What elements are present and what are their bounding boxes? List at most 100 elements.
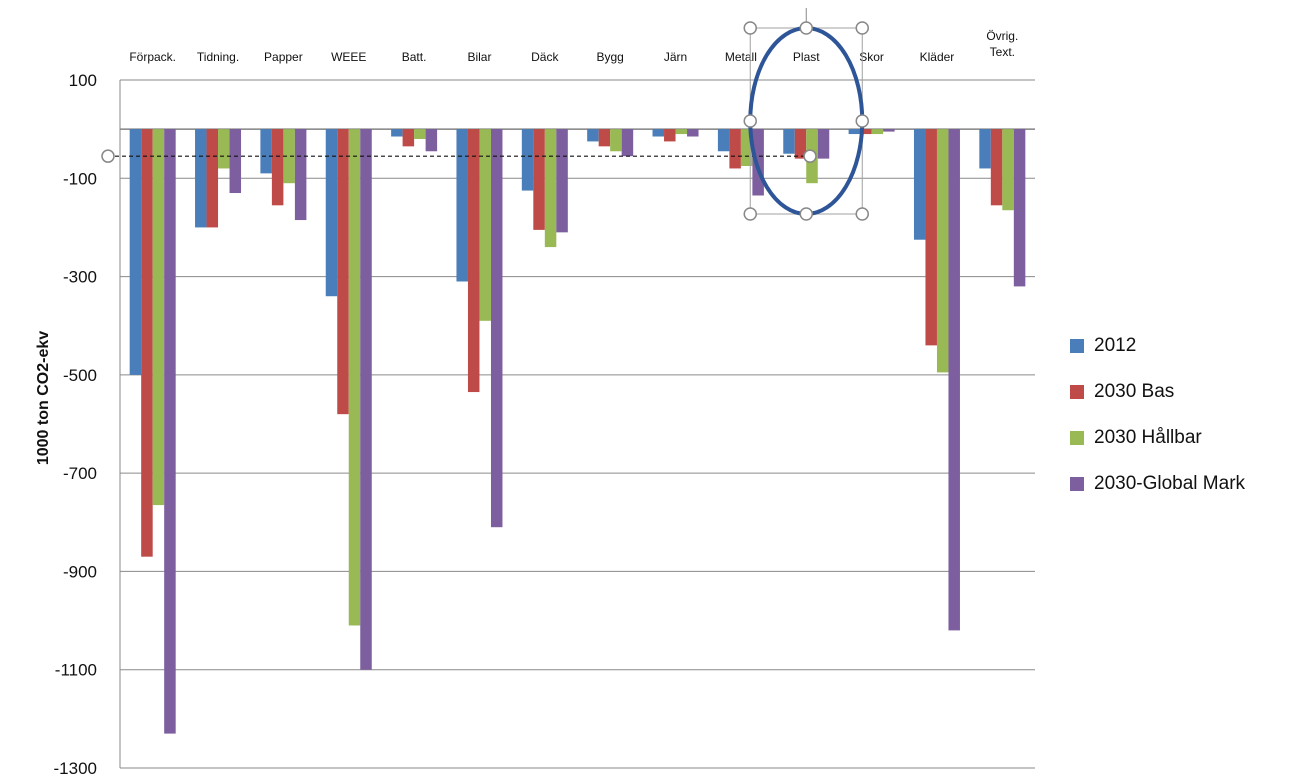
bar xyxy=(860,129,872,135)
bar xyxy=(936,129,949,373)
legend-item: 2030 Bas xyxy=(1070,369,1245,415)
bar xyxy=(218,129,230,169)
bar xyxy=(164,129,176,734)
resize-handle[interactable] xyxy=(743,21,757,35)
category-label: Papper xyxy=(264,50,303,64)
resize-handle[interactable] xyxy=(855,21,869,35)
legend-item: 2012 xyxy=(1070,323,1245,369)
bar xyxy=(402,129,415,147)
category-label: Bygg xyxy=(596,50,623,64)
bar xyxy=(794,129,807,159)
legend-label: 2012 xyxy=(1094,335,1137,356)
legend-label: 2030 Hållbar xyxy=(1094,427,1202,448)
bar xyxy=(740,129,753,166)
bar xyxy=(129,129,142,375)
resize-handle[interactable] xyxy=(855,207,869,221)
resize-handle[interactable] xyxy=(855,114,869,128)
y-axis xyxy=(119,80,1035,768)
bar xyxy=(717,129,730,152)
bar xyxy=(979,129,991,169)
bar xyxy=(283,129,295,184)
bar xyxy=(1002,129,1014,211)
resize-handle[interactable] xyxy=(799,21,813,35)
bar xyxy=(479,129,491,321)
category-label: Batt. xyxy=(402,50,427,64)
reference-line-handle[interactable] xyxy=(803,149,817,163)
bar xyxy=(337,129,349,415)
y-tick-label: -900 xyxy=(63,562,97,581)
bar xyxy=(598,129,611,147)
category-label: Plast xyxy=(793,50,820,64)
bar xyxy=(621,129,634,157)
bar xyxy=(229,129,242,194)
bar xyxy=(817,129,830,159)
resize-handle[interactable] xyxy=(799,207,813,221)
category-labels: Förpack. Tidning. Papper WEEE Batt. Bilar Däck… xyxy=(129,29,1018,64)
category-label: Tidning. xyxy=(197,50,239,64)
bar xyxy=(610,129,622,152)
legend-item: 2030 Hållbar xyxy=(1070,415,1245,461)
category-label: Däck xyxy=(531,50,559,64)
bar xyxy=(544,129,557,248)
bar xyxy=(587,129,599,142)
bar xyxy=(556,129,568,233)
reference-line-handle[interactable] xyxy=(101,149,115,163)
y-axis-label: 1000 ton CO2-ekv xyxy=(35,331,52,465)
y-tick-label: -700 xyxy=(63,464,97,483)
bar xyxy=(152,129,165,506)
bar xyxy=(652,129,665,137)
legend-swatch xyxy=(1070,385,1084,399)
resize-handle[interactable] xyxy=(743,114,757,128)
bar xyxy=(360,129,372,670)
y-tick-label: 100 xyxy=(69,71,97,90)
bar xyxy=(348,129,361,626)
category-label: Förpack. xyxy=(129,50,176,64)
bar xyxy=(948,129,960,631)
resize-handle[interactable] xyxy=(743,207,757,221)
category-label: Bilar xyxy=(467,50,491,64)
bar xyxy=(391,129,403,137)
bar xyxy=(490,129,503,528)
y-tick-labels: 100 -100 -300 -500 -700 -900 -1100 -1300 xyxy=(54,71,97,778)
bar xyxy=(521,129,534,191)
legend-swatch xyxy=(1070,339,1084,353)
bar xyxy=(325,129,338,297)
y-tick-label: -100 xyxy=(63,169,97,188)
bar xyxy=(141,129,153,557)
bar xyxy=(990,129,1003,206)
bar xyxy=(294,129,307,221)
bar xyxy=(752,129,764,196)
bar-series xyxy=(129,129,1026,734)
legend-swatch xyxy=(1070,477,1084,491)
legend-swatch xyxy=(1070,431,1084,445)
bar xyxy=(1013,129,1026,287)
category-label: Text. xyxy=(990,45,1015,59)
bar xyxy=(271,129,284,206)
bar xyxy=(467,129,480,393)
legend-label: 2030-Global Mark xyxy=(1094,473,1246,494)
bar xyxy=(871,129,884,135)
y-tick-label: -300 xyxy=(63,268,97,287)
selection-overlay[interactable] xyxy=(101,8,869,221)
bar xyxy=(664,129,676,142)
legend-label: 2030 Bas xyxy=(1094,381,1175,402)
bar xyxy=(729,129,741,169)
y-tick-label: -1300 xyxy=(54,759,97,778)
bar xyxy=(260,129,272,174)
bar xyxy=(925,129,937,346)
grid-lines xyxy=(120,79,1035,769)
bar xyxy=(195,129,207,228)
bar xyxy=(675,129,688,135)
bar xyxy=(456,129,468,282)
y-tick-label: -500 xyxy=(63,366,97,385)
bar xyxy=(848,129,861,135)
category-label: Kläder xyxy=(920,50,955,64)
bar xyxy=(783,129,795,154)
bar xyxy=(883,129,895,132)
bar xyxy=(533,129,545,230)
bar xyxy=(414,129,426,139)
category-label: Metall xyxy=(725,50,757,64)
legend-item: 2030-Global Mark xyxy=(1070,461,1245,507)
category-label: WEEE xyxy=(331,50,366,64)
